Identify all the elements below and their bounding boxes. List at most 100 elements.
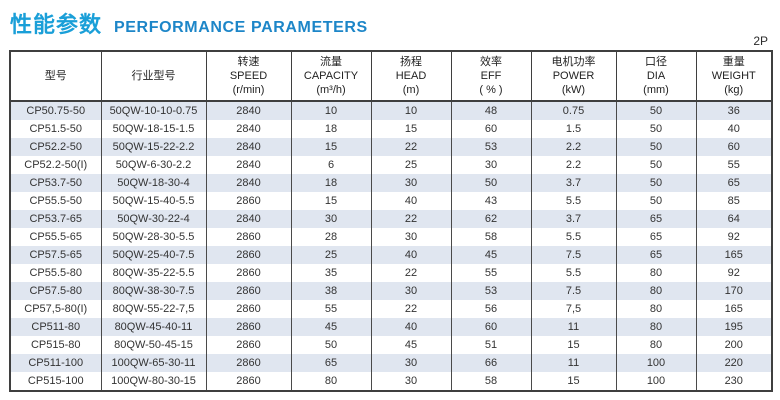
table-cell: 3.7 [530,210,617,228]
table-cell: 80QW-55-22-7,5 [100,300,207,318]
table-cell: 2860 [205,246,292,264]
table-cell: 15 [290,192,372,210]
header-head: 扬程 HEAD (m) [370,50,452,102]
table-cell: 50QW-30-22-4 [100,210,207,228]
header-dia-unit: (mm) [643,84,669,97]
header-eff-en: EFF [480,69,502,82]
table-cell: 48 [450,101,532,120]
header-weight: 重量 WEIGHT (kg) [695,50,773,102]
table-cell: 7.5 [530,246,617,264]
table-cell: 25 [370,156,452,174]
table-row: CP51.5-50 50QW-18-15-1.5 2840 18 15 60 1.5 50 40 [9,120,773,138]
table-cell: CP55.5-50 [9,192,102,210]
table-cell: 80 [290,372,372,391]
table-cell: 53 [450,282,532,300]
table-cell: 100QW-65-30-11 [100,354,207,372]
table-cell: 80 [615,336,697,354]
table-cell: 60 [450,318,532,336]
table-cell: CP57,5-80(I) [9,300,102,318]
table-cell: 50 [615,156,697,174]
table-cell: 2840 [205,120,292,138]
table-cell: 35 [290,264,372,282]
table-cell: 30 [290,210,372,228]
table-cell: 200 [695,336,773,354]
header-capacity-cn: 流量 [320,55,342,68]
table-cell: 2840 [205,174,292,192]
table-cell: 65 [290,354,372,372]
table-cell: 100 [615,372,697,391]
table-cell: 58 [450,372,532,391]
table-row: CP57.5-65 50QW-25-40-7.5 2860 25 40 45 7.5 65 16… [9,246,773,264]
table-cell: 22 [370,300,452,318]
pole-label: 2P [753,34,768,48]
header-capacity-en: CAPACITY [303,69,359,82]
table-cell: CP53.7-65 [9,210,102,228]
table-cell: 60 [450,120,532,138]
table-cell: 6 [290,156,372,174]
table-row: CP515-80 80QW-50-45-15 2860 50 45 51 15 80 200 [9,336,773,354]
table-cell: 2860 [205,354,292,372]
table-cell: 50 [290,336,372,354]
table-cell: 58 [450,228,532,246]
table-cell: 64 [695,210,773,228]
header-eff: 效率 EFF ( % ) [450,50,532,102]
header-speed: 转速 SPEED (r/min) [205,50,292,102]
header-speed-cn: 转速 [237,55,260,68]
table-cell: 2840 [205,210,292,228]
table-cell: 30 [370,282,452,300]
table-cell: 55 [450,264,532,282]
table-cell: 55 [695,156,773,174]
table-cell: 22 [370,210,452,228]
header-dia-en: DIA [646,69,666,82]
table-cell: 50QW-10-10-0.75 [100,101,207,120]
table-cell: 50 [615,138,697,156]
table-cell: 15 [290,138,372,156]
table-cell: 45 [450,246,532,264]
header-head-cn: 扬程 [400,55,422,68]
table-row: CP57.5-80 80QW-38-30-7.5 2860 38 30 53 7.5 80 17… [9,282,773,300]
table-cell: 30 [450,156,532,174]
table-cell: 11 [530,318,617,336]
table-row: CP52.2-50(I) 50QW-6-30-2.2 2840 6 25 30 2.2 50 5… [9,156,773,174]
table-cell: 50 [615,120,697,138]
table-row: CP50.75-50 50QW-10-10-0.75 2840 10 10 48 0.75 5… [9,101,773,120]
header-model: 型号 [9,50,102,102]
table-cell: 3.7 [530,174,617,192]
table-cell: 50QW-15-22-2.2 [100,138,207,156]
table-row: CP57,5-80(I) 80QW-55-22-7,5 2860 55 22 56 7,5 8… [9,300,773,318]
table-cell: CP511-100 [9,354,102,372]
table-cell: 65 [615,210,697,228]
table-cell: 100 [615,354,697,372]
header-power: 电机功率 POWER (kW) [530,50,617,102]
table-cell: 40 [370,318,452,336]
table-cell: 10 [370,101,452,120]
table-cell: 50QW-18-15-1.5 [100,120,207,138]
table-cell: 66 [450,354,532,372]
header-capacity: 流量 CAPACITY (m³/h) [290,50,372,102]
table-cell: 50 [615,101,697,120]
table-cell: 50QW-6-30-2.2 [100,156,207,174]
table-cell: 65 [615,246,697,264]
table-cell: 15 [370,120,452,138]
table-cell: 30 [370,354,452,372]
header-head-en: HEAD [395,69,427,82]
table-cell: 100QW-80-30-15 [100,372,207,391]
page-title-english: PERFORMANCE PARAMETERS [114,19,368,36]
table-cell: 2860 [205,282,292,300]
table-cell: 55 [290,300,372,318]
table-cell: 18 [290,120,372,138]
table-cell: 60 [695,138,773,156]
table-cell: 36 [695,101,773,120]
table-cell: 51 [450,336,532,354]
table-cell: CP515-100 [9,372,102,391]
table-cell: 80 [615,300,697,318]
table-row: CP52.2-50 50QW-15-22-2.2 2840 15 22 53 2.2 50 60 [9,138,773,156]
header-speed-en: SPEED [229,69,268,82]
table-cell: 2860 [205,228,292,246]
table-cell: 40 [695,120,773,138]
table-row: CP511-80 80QW-45-40-11 2860 45 40 60 11 80 195 [9,318,773,336]
page-header: 性能参数 PERFORMANCE PARAMETERS [0,0,780,37]
table-cell: 30 [370,228,452,246]
header-head-unit: (m) [402,84,420,97]
table-cell: CP51.5-50 [9,120,102,138]
